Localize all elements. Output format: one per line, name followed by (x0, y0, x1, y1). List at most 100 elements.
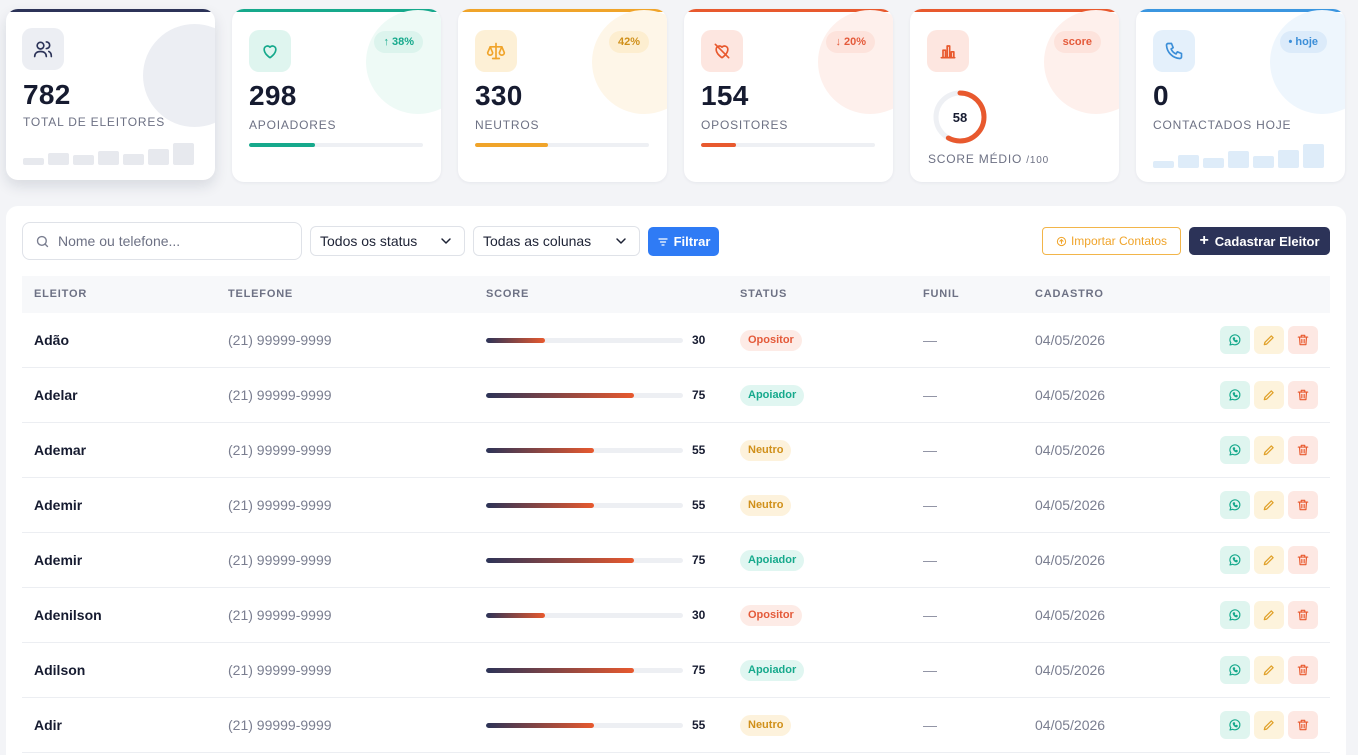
trash-icon (1297, 719, 1309, 731)
trash-icon (1297, 609, 1309, 621)
edit-button[interactable] (1254, 601, 1284, 629)
import-button-label: Importar Contatos (1070, 234, 1168, 248)
voter-phone: (21) 99999-9999 (228, 387, 332, 403)
delete-button[interactable] (1288, 436, 1318, 464)
edit-button[interactable] (1254, 326, 1284, 354)
edit-button[interactable] (1254, 546, 1284, 574)
score-bar (486, 613, 683, 618)
whatsapp-icon (1229, 334, 1241, 346)
voter-name[interactable]: Ademir (34, 497, 83, 513)
delete-button[interactable] (1288, 546, 1318, 574)
voter-name[interactable]: Ademar (34, 442, 87, 458)
kpi-value: 0 (1153, 80, 1169, 111)
registration-date: 04/05/2026 (1035, 442, 1106, 458)
whatsapp-button[interactable] (1220, 546, 1250, 574)
table-row[interactable]: Adelar (21) 99999-9999 75 Apoiador — 04/… (22, 368, 1330, 423)
table-row[interactable]: Adir (21) 99999-9999 55 Neutro — 04/05/2… (22, 698, 1330, 753)
kpi-value: 782 (23, 79, 71, 110)
whatsapp-button[interactable] (1220, 656, 1250, 684)
arrow-up-icon: ↑ (383, 36, 389, 48)
whatsapp-icon (1229, 719, 1241, 731)
pencil-icon (1263, 445, 1274, 456)
badge-text: score (1062, 36, 1092, 48)
gauge-arc (933, 90, 987, 144)
whatsapp-button[interactable] (1220, 381, 1250, 409)
edit-button[interactable] (1254, 711, 1284, 739)
registration-date: 04/05/2026 (1035, 552, 1106, 568)
import-contacts-button[interactable]: Importar Contatos (1042, 227, 1181, 255)
table-row[interactable]: Adilson (21) 99999-9999 75 Apoiador — 04… (22, 643, 1330, 698)
card-decor (1270, 10, 1345, 114)
sparkline-bar (173, 143, 194, 165)
delete-button[interactable] (1288, 656, 1318, 684)
delete-button[interactable] (1288, 711, 1318, 739)
score-fill (486, 503, 595, 508)
sparkline-bar (98, 151, 119, 165)
add-voter-button[interactable]: + Cadastrar Eleitor (1189, 227, 1330, 255)
status-badge: Apoiador (740, 550, 805, 571)
column-header[interactable]: TELEFONE (228, 288, 294, 300)
sparkline-bar (1278, 150, 1299, 168)
badge-text: 20% (843, 36, 866, 48)
progress-fill (701, 143, 736, 147)
delete-button[interactable] (1288, 601, 1318, 629)
badge-text: hoje (1295, 36, 1318, 48)
whatsapp-button[interactable] (1220, 601, 1250, 629)
sparkline-bar (1228, 151, 1249, 168)
table-row[interactable]: Adão (21) 99999-9999 30 Opositor — 04/05… (22, 313, 1330, 368)
score-bar (486, 558, 683, 563)
filter-button[interactable]: Filtrar (648, 227, 719, 256)
column-header[interactable]: CADASTRO (1035, 288, 1104, 300)
score-value: 75 (692, 553, 706, 567)
filter-icon (657, 237, 668, 246)
columns-select[interactable]: Todas as colunas (473, 226, 640, 256)
score-value: 55 (692, 498, 706, 512)
search-box[interactable] (22, 222, 302, 260)
table-row[interactable]: Ademir (21) 99999-9999 55 Neutro — 04/05… (22, 478, 1330, 533)
plus-icon: + (1199, 232, 1209, 249)
voter-name[interactable]: Adir (34, 717, 62, 733)
voter-name[interactable]: Ademir (34, 552, 83, 568)
trend-badge: 42% (608, 31, 649, 53)
funnel-value: — (923, 717, 937, 733)
sparkline-bar (148, 149, 169, 165)
whatsapp-button[interactable] (1220, 491, 1250, 519)
column-header[interactable]: FUNIL (923, 288, 960, 300)
progress-fill (475, 143, 549, 147)
voter-name[interactable]: Adenilson (34, 607, 102, 623)
badge-text: 42% (617, 36, 640, 48)
edit-button[interactable] (1254, 381, 1284, 409)
whatsapp-button[interactable] (1220, 436, 1250, 464)
kpi-label: CONTACTADOS HOJE (1153, 118, 1292, 132)
edit-button[interactable] (1254, 656, 1284, 684)
delete-button[interactable] (1288, 326, 1318, 354)
arrow-down-icon: ↓ (835, 36, 841, 48)
progress-fill (249, 143, 316, 147)
search-input[interactable] (58, 233, 278, 249)
column-header[interactable]: STATUS (740, 288, 788, 300)
voter-name[interactable]: Adelar (34, 387, 78, 403)
table-row[interactable]: Adenilson (21) 99999-9999 30 Opositor — … (22, 588, 1330, 643)
delete-button[interactable] (1288, 381, 1318, 409)
filter-button-label: Filtrar (673, 234, 711, 249)
voter-name[interactable]: Adilson (34, 662, 86, 678)
voter-phone: (21) 99999-9999 (228, 607, 332, 623)
whatsapp-button[interactable] (1220, 711, 1250, 739)
edit-button[interactable] (1254, 436, 1284, 464)
whatsapp-button[interactable] (1220, 326, 1250, 354)
registration-date: 04/05/2026 (1035, 717, 1106, 733)
card-decor (1044, 10, 1119, 114)
chevron-down-icon (441, 238, 451, 244)
voter-name[interactable]: Adão (34, 332, 69, 348)
status-select[interactable]: Todos os status (310, 226, 465, 256)
table-row[interactable]: Ademar (21) 99999-9999 55 Neutro — 04/05… (22, 423, 1330, 478)
column-header[interactable]: SCORE (486, 288, 530, 300)
whatsapp-icon (1229, 554, 1241, 566)
delete-button[interactable] (1288, 491, 1318, 519)
edit-button[interactable] (1254, 491, 1284, 519)
column-header[interactable]: ELEITOR (34, 288, 88, 300)
table-row[interactable]: Ademir (21) 99999-9999 75 Apoiador — 04/… (22, 533, 1330, 588)
card-top-bar (684, 9, 893, 12)
status-badge: Neutro (740, 440, 792, 461)
registration-date: 04/05/2026 (1035, 662, 1106, 678)
